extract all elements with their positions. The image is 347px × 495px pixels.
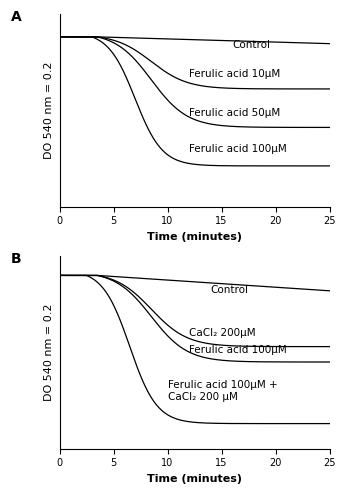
Text: Ferulic acid 100μM +
CaCl₂ 200 μM: Ferulic acid 100μM + CaCl₂ 200 μM xyxy=(168,380,277,401)
Text: Control: Control xyxy=(232,40,270,50)
Text: A: A xyxy=(11,10,22,24)
X-axis label: Time (minutes): Time (minutes) xyxy=(147,474,242,484)
Text: Control: Control xyxy=(211,285,249,295)
Text: Ferulic acid 10μM: Ferulic acid 10μM xyxy=(189,69,280,79)
X-axis label: Time (minutes): Time (minutes) xyxy=(147,232,242,242)
Y-axis label: DO 540 nm = 0.2: DO 540 nm = 0.2 xyxy=(44,62,54,159)
Text: Ferulic acid 100μM: Ferulic acid 100μM xyxy=(189,345,287,354)
Text: CaCl₂ 200μM: CaCl₂ 200μM xyxy=(189,328,256,338)
Text: Ferulic acid 100μM: Ferulic acid 100μM xyxy=(189,144,287,154)
Text: Ferulic acid 50μM: Ferulic acid 50μM xyxy=(189,108,280,118)
Y-axis label: DO 540 nm = 0.2: DO 540 nm = 0.2 xyxy=(44,303,54,401)
Text: B: B xyxy=(11,252,22,266)
